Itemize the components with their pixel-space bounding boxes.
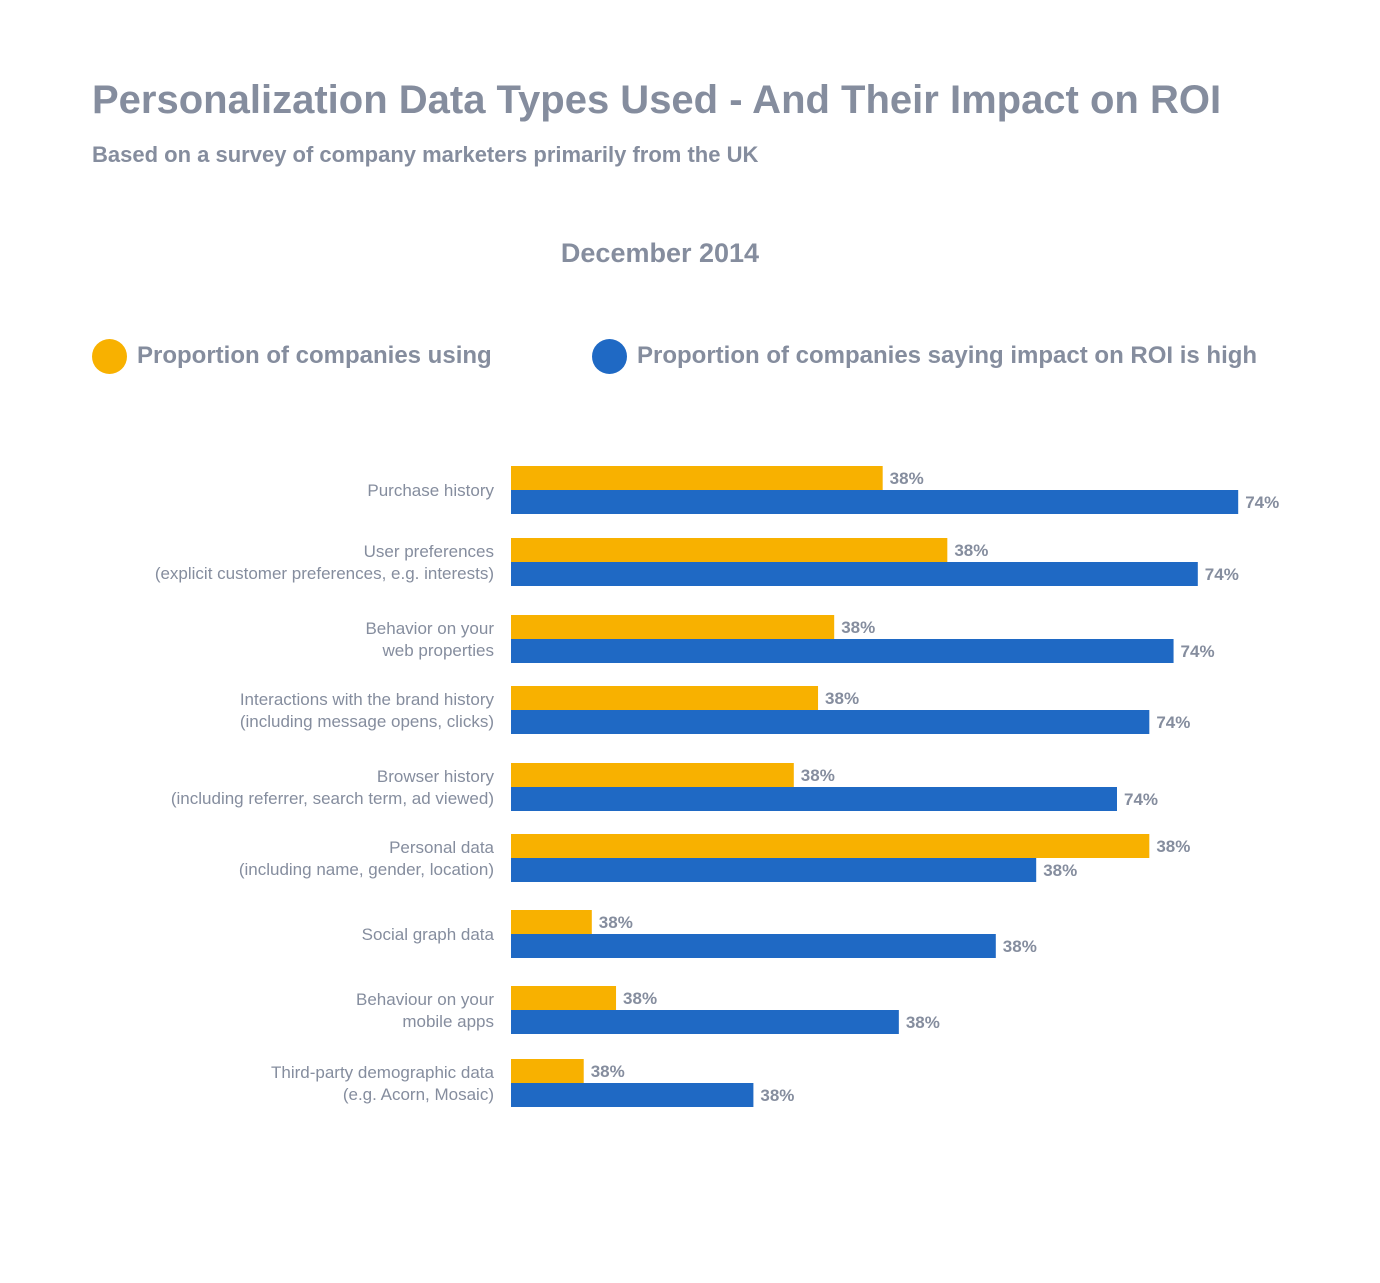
category-label-user-preferences: User preferences: [364, 542, 494, 561]
value-label-roi-social-graph-data: 38%: [1003, 937, 1037, 956]
bar-roi-interactions-with-the-brand-history: [511, 710, 1150, 734]
bar-using-user-preferences: [511, 538, 948, 562]
category-label-personal-data: Personal data: [389, 838, 494, 857]
value-label-using-user-preferences: 38%: [954, 541, 988, 560]
category-label-browser-history-sub: (including referrer, search term, ad vie…: [171, 789, 494, 808]
value-label-roi-third-party-demographic-data: 38%: [760, 1086, 794, 1105]
bar-using-browser-history: [511, 763, 794, 787]
bar-using-personal-data: [511, 834, 1150, 858]
value-label-using-browser-history: 38%: [801, 766, 835, 785]
category-label-interactions-with-the-brand-history-sub: (including message opens, clicks): [240, 712, 494, 731]
value-label-using-behaviour-on-your: 38%: [623, 989, 657, 1008]
category-label-third-party-demographic-data-sub: (e.g. Acorn, Mosaic): [343, 1085, 494, 1104]
value-label-using-interactions-with-the-brand-history: 38%: [825, 689, 859, 708]
value-label-using-third-party-demographic-data: 38%: [591, 1062, 625, 1081]
legend-label-roi: Proportion of companies saying impact on…: [637, 342, 1258, 369]
value-label-using-social-graph-data: 38%: [599, 913, 633, 932]
category-label-browser-history: Browser history: [377, 767, 495, 786]
bar-roi-behavior-on-your: [511, 639, 1174, 663]
bar-roi-third-party-demographic-data: [511, 1083, 754, 1107]
bar-roi-social-graph-data: [511, 934, 996, 958]
value-label-roi-behaviour-on-your: 38%: [906, 1013, 940, 1032]
chart-date: December 2014: [560, 238, 760, 268]
legend-swatch-roi: [592, 338, 627, 374]
bar-roi-behaviour-on-your: [511, 1010, 899, 1034]
value-label-roi-user-preferences: 74%: [1205, 565, 1239, 584]
legend-swatch-using: [92, 338, 127, 374]
category-label-user-preferences-sub: (explicit customer preferences, e.g. int…: [155, 564, 494, 583]
category-label-behaviour-on-your: Behaviour on your: [356, 990, 494, 1009]
value-label-roi-browser-history: 74%: [1124, 790, 1158, 809]
category-label-interactions-with-the-brand-history: Interactions with the brand history: [240, 690, 495, 709]
legend-item-using: Proportion of companies using: [92, 338, 492, 374]
bar-using-purchase-history: [511, 466, 883, 490]
value-label-using-behavior-on-your: 38%: [841, 618, 875, 637]
category-label-behaviour-on-your-sub: mobile apps: [402, 1012, 494, 1031]
value-label-using-personal-data: 38%: [1156, 837, 1190, 856]
bar-roi-purchase-history: [511, 490, 1239, 514]
bar-using-behavior-on-your: [511, 615, 835, 639]
value-label-roi-personal-data: 38%: [1043, 861, 1077, 880]
bar-using-interactions-with-the-brand-history: [511, 686, 819, 710]
value-label-using-purchase-history: 38%: [890, 469, 924, 488]
bar-roi-user-preferences: [511, 562, 1198, 586]
bar-roi-browser-history: [511, 787, 1117, 811]
bar-using-third-party-demographic-data: [511, 1059, 584, 1083]
value-label-roi-behavior-on-your: 74%: [1181, 642, 1215, 661]
bar-using-behaviour-on-your: [511, 986, 617, 1010]
category-label-third-party-demographic-data: Third-party demographic data: [271, 1063, 495, 1082]
category-label-purchase-history: Purchase history: [367, 481, 494, 500]
category-label-behavior-on-your-sub: web properties: [381, 641, 494, 660]
bar-using-social-graph-data: [511, 910, 592, 934]
chart-subtitle: Based on a survey of company marketers p…: [92, 142, 759, 167]
legend-label-using: Proportion of companies using: [137, 342, 492, 369]
value-label-roi-purchase-history: 74%: [1245, 493, 1279, 512]
category-label-behavior-on-your: Behavior on your: [365, 619, 494, 638]
category-label-personal-data-sub: (including name, gender, location): [239, 860, 494, 879]
category-label-social-graph-data: Social graph data: [362, 925, 495, 944]
value-label-roi-interactions-with-the-brand-history: 74%: [1156, 713, 1190, 732]
chart-title: Personalization Data Types Used - And Th…: [92, 78, 1222, 122]
legend-item-roi: Proportion of companies saying impact on…: [592, 338, 1257, 374]
bar-roi-personal-data: [511, 858, 1037, 882]
